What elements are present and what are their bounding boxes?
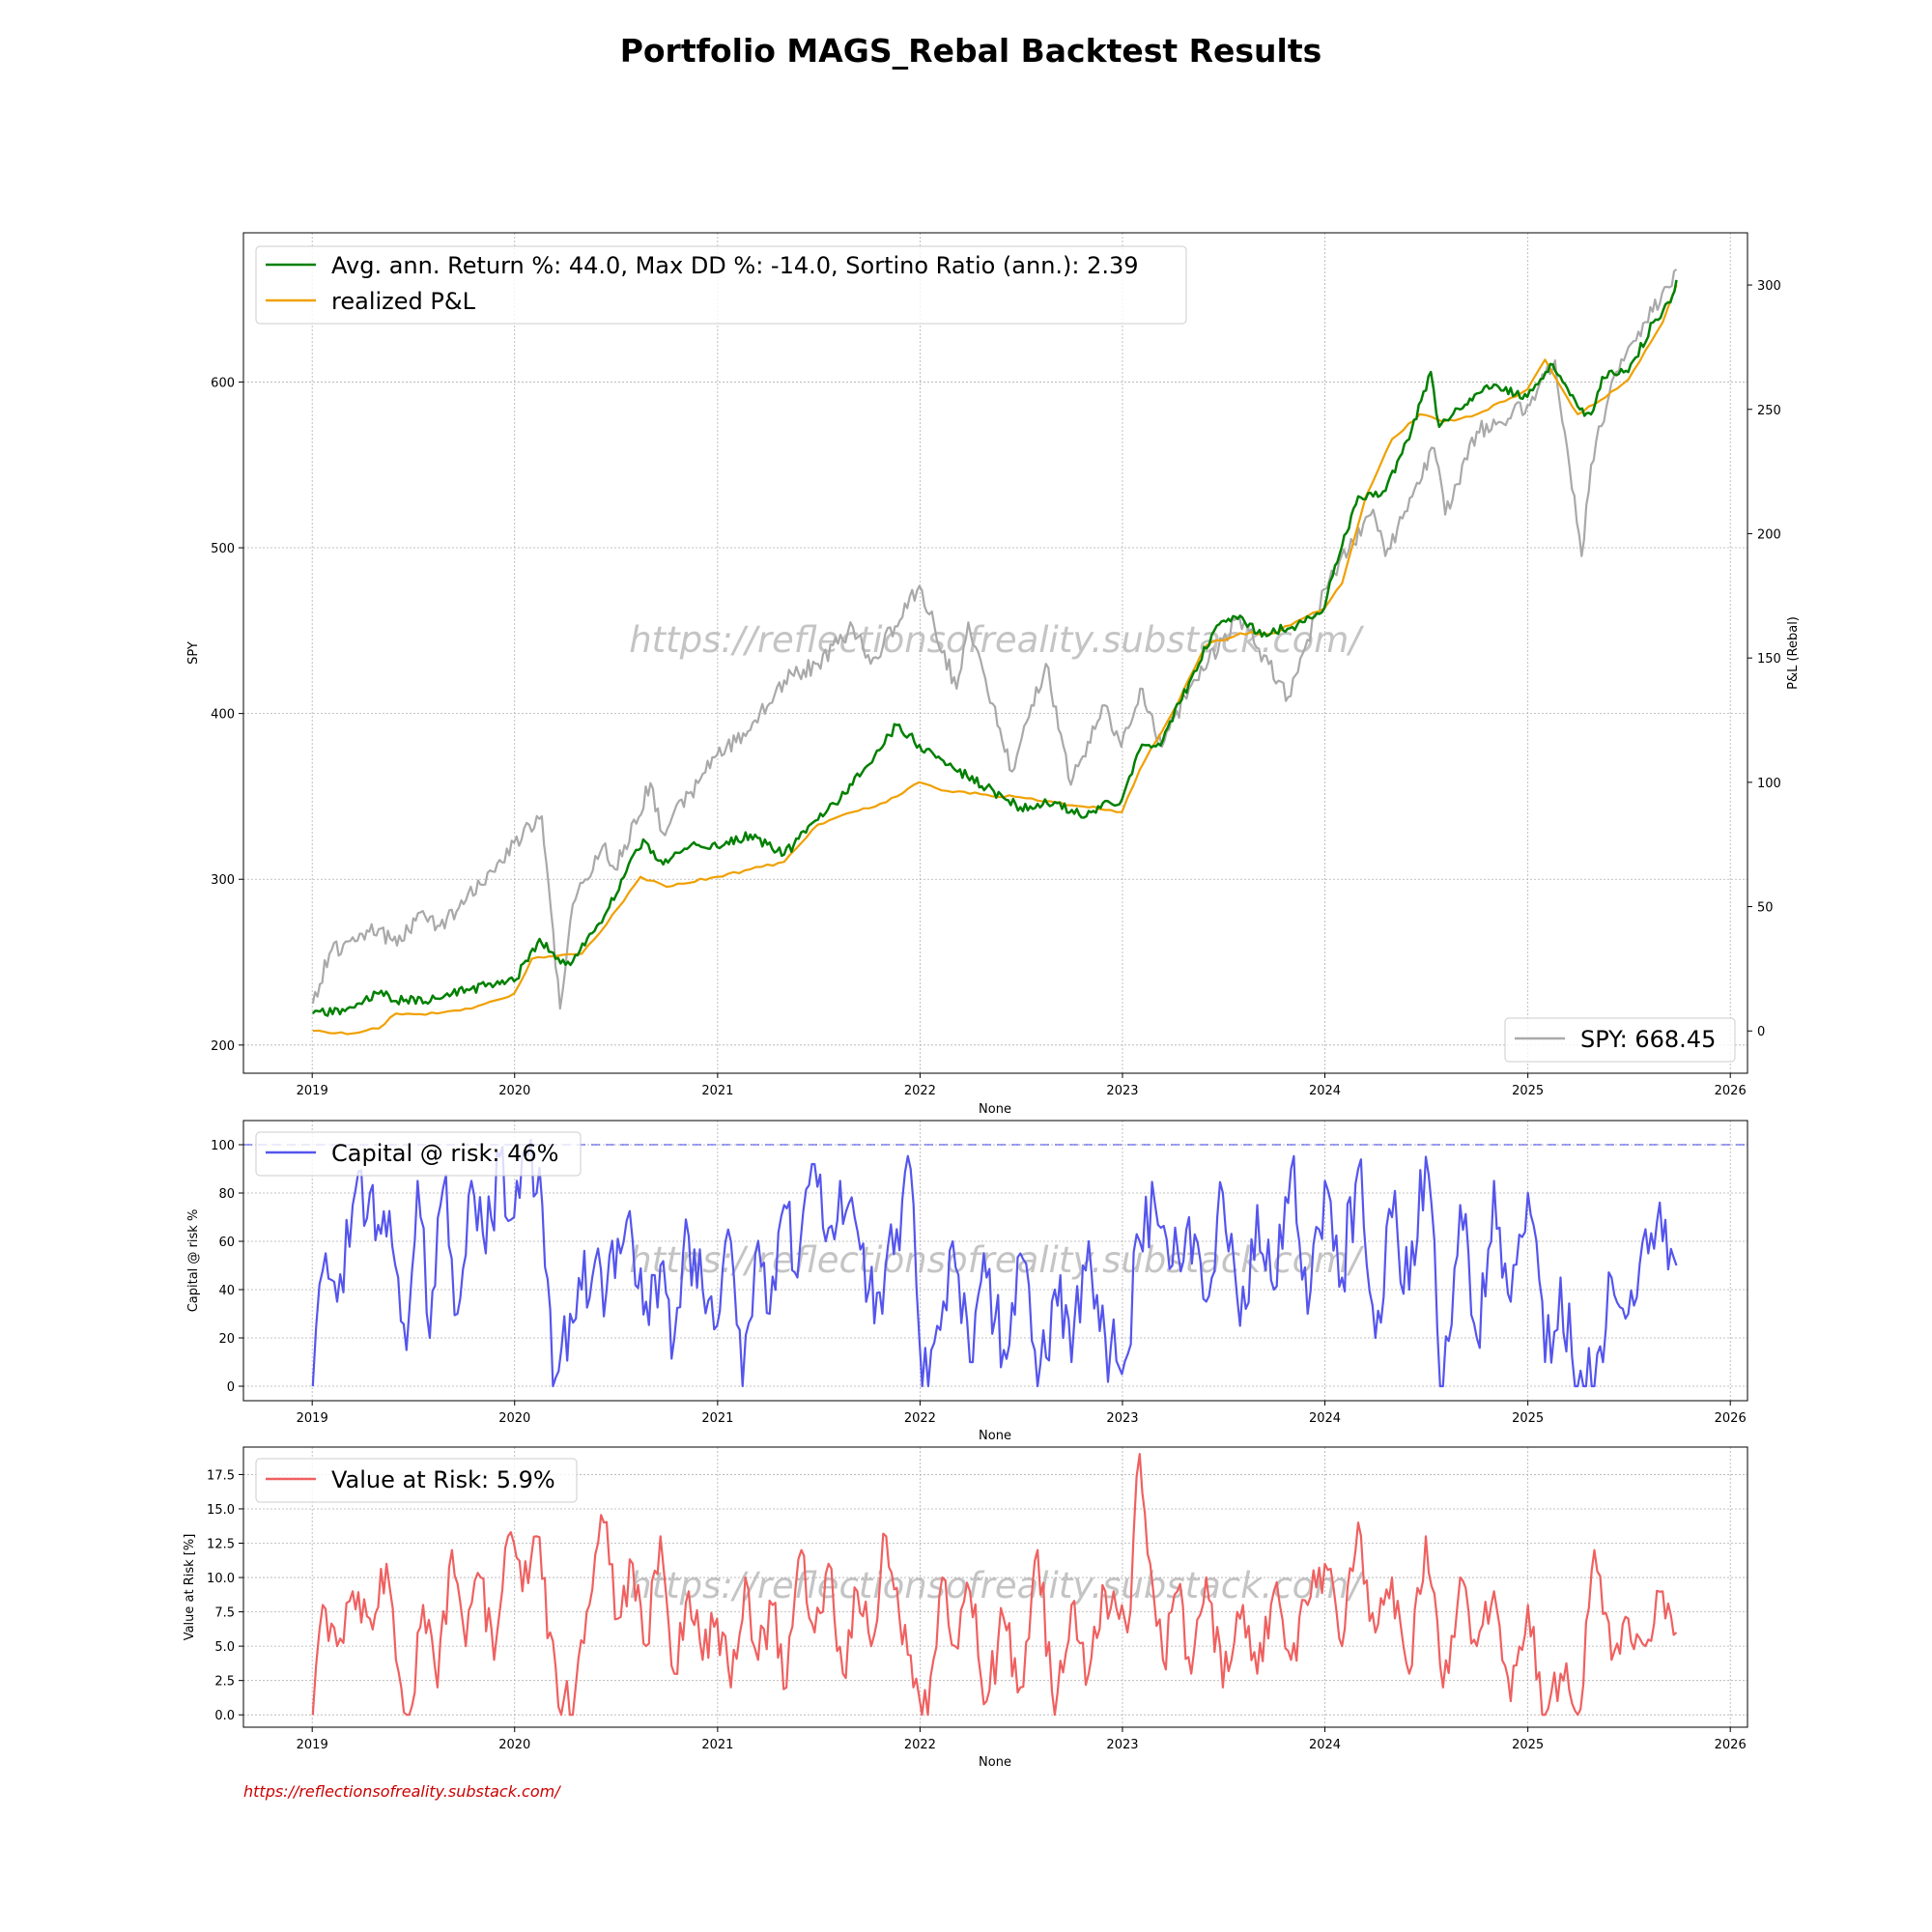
capital-at-risk-x-axis: 2019 2020 2021 2022 2023 2024 2025 2026	[297, 1401, 1747, 1426]
capital-at-risk-legend-label: Capital @ risk: 46%	[331, 1140, 558, 1167]
y-tick-label: 600	[211, 376, 235, 390]
capital-at-risk-watermark: https://reflectionsofreality.substack.co…	[629, 1239, 1364, 1281]
value-at-risk-legend-box	[255, 1458, 578, 1503]
y-tick-label: 300	[211, 873, 235, 888]
pnl-legend-label: Avg. ann. Return %: 44.0, Max DD %: -14.…	[331, 252, 1139, 279]
pnl-series-line	[311, 279, 1678, 1017]
x-tick-label: 2019	[297, 1084, 328, 1098]
spy-legend: SPY: 668.45	[1504, 1017, 1736, 1063]
capital-at-risk-panel: https://reflectionsofreality.substack.co…	[186, 1120, 1748, 1443]
value-at-risk-series	[311, 1453, 1678, 1717]
x-tick-label: 2026	[1715, 1738, 1747, 1752]
x-tick-label: 2022	[904, 1084, 936, 1098]
y-tick-label: 5.0	[214, 1640, 235, 1655]
value-at-risk-watermark: https://reflectionsofreality.substack.co…	[629, 1565, 1364, 1606]
y-tick-label: 200	[1757, 527, 1781, 542]
y-tick-label: 7.5	[214, 1606, 235, 1621]
x-tick-label: 2025	[1512, 1738, 1544, 1752]
value-at-risk-x-axis-label: None	[979, 1755, 1011, 1770]
value-at-risk-panel: https://reflectionsofreality.substack.co…	[183, 1446, 1748, 1770]
x-tick-label: 2022	[904, 1738, 936, 1752]
spy-y-axis-label: SPY	[186, 641, 201, 665]
y-tick-label: 200	[211, 1039, 235, 1054]
capital-at-risk-frame	[242, 1120, 1748, 1402]
figure-title: Portfolio MAGS_Rebal Backtest Results	[620, 32, 1322, 70]
x-tick-label: 2023	[1106, 1411, 1138, 1426]
y-tick-label: 10.0	[207, 1572, 235, 1586]
x-tick-label: 2022	[904, 1411, 936, 1426]
capital-at-risk-y-axis-label: Capital @ risk %	[186, 1209, 201, 1313]
value-at-risk-y-axis-label: Value at Risk [%]	[183, 1534, 197, 1641]
pnl-panel: https://reflectionsofreality.substack.co…	[186, 232, 1801, 1117]
capital-at-risk-x-axis-label: None	[979, 1429, 1011, 1443]
x-tick-label: 2025	[1512, 1084, 1544, 1098]
value-at-risk-legend: Value at Risk: 5.9%	[255, 1458, 578, 1503]
pnl-panel-series	[311, 268, 1678, 1036]
realized-pnl-series-line	[312, 284, 1678, 1036]
y-tick-label: 0	[1757, 1025, 1765, 1039]
capital-at-risk-y-axis: 0 20 40 60 80 100	[211, 1139, 243, 1395]
x-tick-label: 2021	[701, 1411, 733, 1426]
capital-at-risk-legend-box	[255, 1131, 582, 1177]
x-tick-label: 2023	[1106, 1084, 1138, 1098]
value-at-risk-series-line	[311, 1453, 1678, 1717]
y-tick-label: 40	[218, 1284, 235, 1298]
x-tick-label: 2020	[498, 1738, 530, 1752]
pnl-x-axis: 2019 2020 2021 2022 2023 2024 2025 2026	[297, 1073, 1747, 1098]
x-tick-label: 2021	[701, 1084, 733, 1098]
x-tick-label: 2026	[1715, 1411, 1747, 1426]
value-at-risk-frame	[242, 1446, 1748, 1728]
pnl-panel-frame	[242, 232, 1748, 1074]
x-tick-label: 2024	[1309, 1411, 1341, 1426]
y-tick-label: 400	[211, 708, 235, 723]
y-tick-label: 150	[1757, 652, 1781, 667]
y-tick-label: 0.0	[214, 1709, 235, 1723]
y-tick-label: 50	[1757, 901, 1774, 916]
capital-at-risk-legend: Capital @ risk: 46%	[255, 1131, 582, 1177]
y-tick-label: 20	[218, 1332, 235, 1347]
x-tick-label: 2023	[1106, 1738, 1138, 1752]
x-tick-label: 2021	[701, 1738, 733, 1752]
y-tick-label: 2.5	[214, 1675, 235, 1690]
spy-legend-box	[1504, 1017, 1736, 1063]
pnl-right-y-axis: 0 50 100 150 200 250 300	[1747, 279, 1781, 1039]
y-tick-label: 0	[227, 1380, 235, 1395]
y-tick-label: 500	[211, 542, 235, 556]
x-tick-label: 2025	[1512, 1411, 1544, 1426]
value-at-risk-x-axis: 2019 2020 2021 2022 2023 2024 2025 2026	[297, 1727, 1747, 1752]
x-tick-label: 2019	[297, 1738, 328, 1752]
spy-y-axis: 200 300 400 500 600	[211, 376, 243, 1054]
capital-at-risk-series-line	[311, 1138, 1678, 1388]
pnl-right-y-axis-label: P&L (Rebal)	[1786, 616, 1801, 690]
y-tick-label: 250	[1757, 404, 1781, 418]
x-tick-label: 2020	[498, 1084, 530, 1098]
x-tick-label: 2024	[1309, 1738, 1341, 1752]
x-tick-label: 2024	[1309, 1084, 1341, 1098]
spy-series-line	[311, 268, 1678, 1010]
pnl-legend: Avg. ann. Return %: 44.0, Max DD %: -14.…	[255, 245, 1187, 325]
capital-at-risk-series	[311, 1138, 1678, 1388]
y-tick-label: 15.0	[207, 1503, 235, 1518]
footer-link[interactable]: https://reflectionsofreality.substack.co…	[243, 1782, 561, 1801]
y-tick-label: 300	[1757, 279, 1781, 294]
pnl-legend-box	[255, 245, 1187, 325]
x-tick-label: 2019	[297, 1411, 328, 1426]
x-tick-label: 2020	[498, 1411, 530, 1426]
y-tick-label: 12.5	[207, 1538, 235, 1552]
realized-legend-label: realized P&L	[331, 288, 476, 315]
y-tick-label: 100	[1757, 777, 1781, 791]
spy-legend-label: SPY: 668.45	[1580, 1026, 1716, 1053]
y-tick-label: 80	[218, 1187, 235, 1202]
value-at-risk-y-axis: 0.0 2.5 5.0 7.5 10.0 12.5 15.0 17.5	[207, 1468, 243, 1723]
pnl-panel-grid	[243, 233, 1747, 1073]
y-tick-label: 17.5	[207, 1468, 235, 1483]
y-tick-label: 100	[211, 1139, 235, 1153]
value-at-risk-legend-label: Value at Risk: 5.9%	[331, 1466, 555, 1493]
y-tick-label: 60	[218, 1236, 235, 1250]
pnl-x-axis-label: None	[979, 1102, 1011, 1117]
x-tick-label: 2026	[1715, 1084, 1747, 1098]
